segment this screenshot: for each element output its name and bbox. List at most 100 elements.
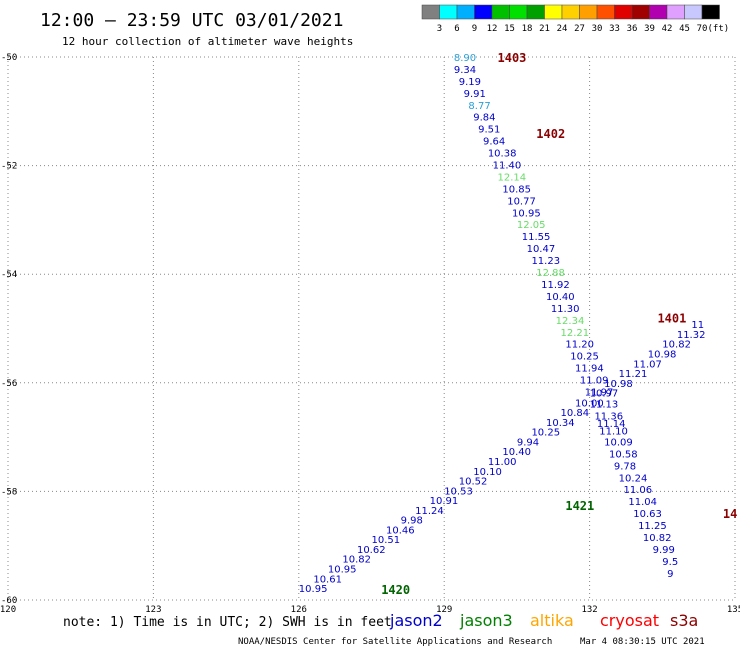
color-swatch xyxy=(491,4,510,20)
color-swatch xyxy=(421,4,440,20)
data-point-label: 11.06 xyxy=(624,485,653,496)
data-point-label: 11.14 xyxy=(597,419,626,430)
data-point-label: 8.90 xyxy=(454,53,476,64)
x-tick-label: 129 xyxy=(436,605,452,615)
data-point-label: 11.30 xyxy=(551,304,580,315)
data-point-label: 11.13 xyxy=(590,399,619,410)
satellite-legend-item: altika xyxy=(530,611,574,630)
footer-note: note: 1) Time is in UTC; 2) SWH is in fe… xyxy=(63,615,392,630)
satellite-legend-item: cryosat xyxy=(600,611,659,630)
x-tick-label: 132 xyxy=(581,605,597,615)
y-tick-label: -54 xyxy=(1,270,17,280)
color-scale-label: 3 xyxy=(437,24,442,34)
y-tick-label: -60 xyxy=(1,596,17,606)
color-swatch xyxy=(649,4,668,20)
color-swatch xyxy=(596,4,615,20)
chart-title: 12:00 – 23:59 UTC 03/01/2021 xyxy=(40,10,343,31)
color-swatch xyxy=(439,4,458,20)
plot-grid xyxy=(7,56,736,601)
data-point-label: 9.99 xyxy=(653,545,675,556)
color-swatch xyxy=(684,4,703,20)
data-point-label: 10.34 xyxy=(546,418,575,429)
color-swatch xyxy=(666,4,685,20)
data-point-label: 10.00 xyxy=(575,398,604,409)
data-point-label: 9.64 xyxy=(483,137,505,148)
data-point-label: 9.19 xyxy=(459,77,481,88)
data-point-label: 11.36 xyxy=(594,411,623,422)
data-point-label: 9.51 xyxy=(478,125,500,136)
data-point-label: 10.63 xyxy=(633,509,662,520)
color-swatch xyxy=(456,4,475,20)
data-point-label: 10.98 xyxy=(604,379,633,390)
color-scale-label: 27 xyxy=(574,24,585,34)
color-scale-label: 9 xyxy=(472,24,477,34)
color-scale-label: 12 xyxy=(487,24,498,34)
data-point-label: 11.23 xyxy=(531,256,560,267)
color-swatch xyxy=(474,4,493,20)
data-point-label: 9.98 xyxy=(401,516,423,527)
footer-credit: NOAA/NESDIS Center for Satellite Applica… xyxy=(238,637,552,647)
data-point-label: 11.24 xyxy=(415,506,444,517)
data-point-label: 10.40 xyxy=(502,447,531,458)
color-scale-label: 39 xyxy=(644,24,655,34)
color-swatch xyxy=(614,4,633,20)
data-point-label: 11.32 xyxy=(677,330,706,341)
data-point-label: 10.38 xyxy=(488,149,517,160)
data-point-label: 9.78 xyxy=(614,461,636,472)
data-point-label: 11.92 xyxy=(541,280,570,291)
pass-labels: 1403 1402 1401 14 1421 1420 xyxy=(381,51,737,597)
color-swatch xyxy=(561,4,580,20)
satellite-legend-item: s3a xyxy=(670,611,698,630)
color-scale-label: 36 xyxy=(627,24,638,34)
data-point-label: 11.40 xyxy=(493,161,522,172)
color-swatch xyxy=(509,4,528,20)
color-scale-label: 42 xyxy=(662,24,673,34)
data-point-label: 10.62 xyxy=(357,545,386,556)
color-swatch xyxy=(631,4,650,20)
y-tick-label: -50 xyxy=(1,53,17,63)
y-tick-label: -56 xyxy=(1,379,17,389)
data-point-label: 10.40 xyxy=(546,292,575,303)
data-point-label: 12.05 xyxy=(517,220,546,231)
data-point-label: 10.47 xyxy=(527,244,556,255)
data-point-label: 9.5 xyxy=(662,557,678,568)
x-tick-label: 126 xyxy=(291,605,307,615)
x-tick-label: 123 xyxy=(145,605,161,615)
satellite-legend-item: jason2 xyxy=(389,611,443,630)
satellite-legend-item: jason3 xyxy=(459,611,513,630)
data-point-label: 10.82 xyxy=(643,533,672,544)
data-point-label: 10.10 xyxy=(473,467,502,478)
color-scale-label: 15 xyxy=(504,24,515,34)
pass-number-label: 1403 xyxy=(498,51,527,65)
data-point-label: 12.14 xyxy=(498,172,527,183)
pass-number-label: 1401 xyxy=(657,312,686,326)
data-point-label: 10.84 xyxy=(561,408,590,419)
color-scale-label: 18 xyxy=(522,24,533,34)
data-point-label: 8.77 xyxy=(468,101,490,112)
pass-number-label: 1402 xyxy=(536,127,565,141)
data-point-label: 9.34 xyxy=(454,65,476,76)
data-point-label: 10.95 xyxy=(512,208,541,219)
data-point-label: 10.58 xyxy=(609,449,638,460)
plot-axes: 120 123 126 129 132 135 -50 -52 -54 -56 -58 -60 xyxy=(0,53,740,615)
data-point-label: 11.10 xyxy=(599,427,628,438)
color-scale-label: 6 xyxy=(454,24,459,34)
footer-timestamp: Mar 4 08:30:15 UTC 2021 xyxy=(580,637,705,647)
data-point-label: 10.53 xyxy=(444,486,473,497)
pass-number-label: 1420 xyxy=(381,583,410,597)
data-point-label: 10.51 xyxy=(372,535,401,546)
data-point-label: 9.94 xyxy=(517,437,539,448)
color-swatch xyxy=(526,4,545,20)
color-swatch xyxy=(701,4,720,20)
pass-number-label: 14 xyxy=(723,507,737,521)
data-point-label: 11.94 xyxy=(575,364,604,375)
data-point-label: 12.21 xyxy=(561,328,590,339)
y-tick-label: -52 xyxy=(1,162,17,172)
data-point-label: 10.85 xyxy=(502,184,531,195)
x-tick-label: 135 xyxy=(727,605,740,615)
satellite-legend: jason2 jason3 altika cryosat s3a xyxy=(389,611,698,630)
data-point-label: 10.09 xyxy=(604,437,633,448)
data-point-label: 11.04 xyxy=(628,497,657,508)
data-point-label: 12.34 xyxy=(556,316,585,327)
data-point-label: 10.95 xyxy=(299,584,328,595)
